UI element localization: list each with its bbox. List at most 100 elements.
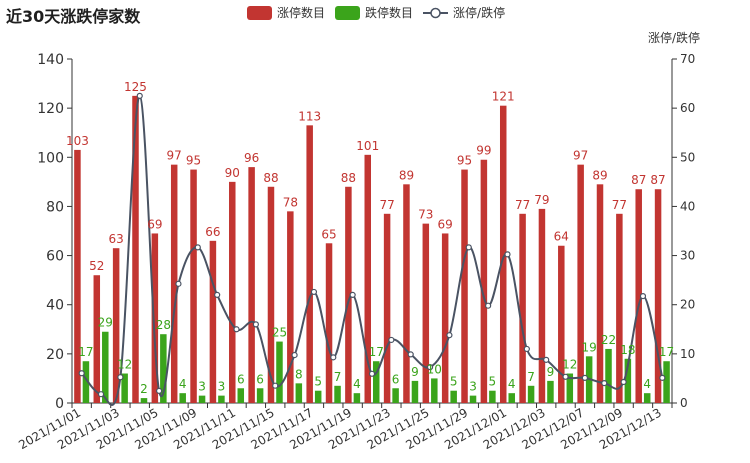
bar-limit-up xyxy=(480,159,488,403)
bar-limit-down xyxy=(198,395,206,403)
left-y-tick-label: 140 xyxy=(37,52,64,68)
data-label-limit-up: 63 xyxy=(108,232,123,246)
left-y-tick-label: 40 xyxy=(46,298,64,314)
ratio-point xyxy=(426,364,434,371)
right-y-tick-label: 70 xyxy=(680,52,695,66)
bar-limit-down xyxy=(392,388,399,403)
data-label-limit-down: 4 xyxy=(353,377,361,391)
bar-limit-down xyxy=(334,385,341,403)
bar-limit-up xyxy=(248,167,255,403)
data-label-limit-up: 77 xyxy=(515,198,530,212)
data-label-limit-up: 95 xyxy=(186,154,201,168)
bar-limit-down xyxy=(489,390,496,403)
legend-item-limit-down[interactable]: 跌停数目 xyxy=(335,4,413,21)
data-label-limit-down: 22 xyxy=(601,333,616,347)
data-label-limit-up: 125 xyxy=(124,80,147,94)
bar-limit-up xyxy=(112,248,120,403)
ratio-point xyxy=(388,336,395,344)
data-label-limit-up: 95 xyxy=(457,154,472,168)
bar-limit-down xyxy=(605,348,612,403)
bar-limit-down xyxy=(411,380,419,403)
ratio-point xyxy=(543,356,550,363)
data-label-limit-down: 29 xyxy=(98,316,113,330)
bar-limit-down xyxy=(431,378,438,403)
bar-limit-up xyxy=(596,184,604,403)
data-labels-layer: 1031752296312125269289749536639069668825… xyxy=(66,80,674,396)
bar-limit-up xyxy=(422,223,430,403)
data-label-limit-up: 69 xyxy=(438,217,453,231)
bar-limit-down xyxy=(179,393,186,403)
bar-limit-up xyxy=(364,154,371,403)
data-label-limit-up: 66 xyxy=(205,225,220,239)
data-label-limit-up: 99 xyxy=(476,144,491,158)
data-label-limit-up: 97 xyxy=(573,149,588,163)
data-label-limit-down: 17 xyxy=(78,345,93,359)
ratio-point xyxy=(562,373,569,380)
right-y-tick-label: 0 xyxy=(680,396,688,410)
bar-limit-up xyxy=(306,125,313,403)
ratio-point xyxy=(659,374,666,381)
data-label-limit-down: 4 xyxy=(179,377,187,391)
data-label-limit-down: 9 xyxy=(411,365,419,379)
ratio-point xyxy=(446,332,453,339)
data-label-limit-down: 18 xyxy=(620,343,635,357)
ratio-point xyxy=(504,251,511,258)
chart-title: 近30天涨跌停家数 xyxy=(6,7,141,26)
data-label-limit-up: 101 xyxy=(356,139,379,153)
data-label-limit-up: 121 xyxy=(492,90,515,104)
data-label-limit-down: 7 xyxy=(527,370,535,384)
data-label-limit-up: 73 xyxy=(418,208,433,222)
bar-limit-up xyxy=(267,186,275,403)
bar-limit-up xyxy=(461,169,468,403)
data-label-limit-up: 64 xyxy=(554,230,569,244)
ratio-point xyxy=(465,244,472,251)
legend-item-limit-up[interactable]: 涨停数目 xyxy=(247,4,325,21)
ratio-point xyxy=(368,370,376,377)
bars-layer xyxy=(74,95,670,403)
legend-item-ratio[interactable]: 涨停/跌停 xyxy=(423,4,505,21)
bar-limit-down xyxy=(237,388,245,403)
legend-label-ratio: 涨停/跌停 xyxy=(453,6,506,20)
bar-limit-up xyxy=(616,213,623,403)
ratio-point xyxy=(310,288,318,296)
data-label-limit-down: 6 xyxy=(256,372,264,386)
data-label-limit-down: 2 xyxy=(140,382,148,396)
data-label-limit-down: 6 xyxy=(237,372,245,386)
data-label-limit-down: 3 xyxy=(198,380,206,394)
ratio-point xyxy=(155,387,163,395)
bar-limit-up xyxy=(519,213,526,403)
ratio-point xyxy=(97,391,105,398)
right-y-tick-label: 40 xyxy=(680,199,695,213)
data-label-limit-up: 77 xyxy=(379,198,394,212)
bar-limit-down xyxy=(102,331,109,403)
bar-limit-up xyxy=(441,233,449,403)
bar-limit-down xyxy=(140,398,148,403)
ratio-point xyxy=(272,382,279,389)
legend-swatch-ratio xyxy=(423,7,449,18)
legend-label-limit-down: 跌停数目 xyxy=(365,6,414,20)
data-label-limit-down: 6 xyxy=(392,372,400,386)
bar-limit-up xyxy=(558,245,565,403)
bar-limit-down xyxy=(314,390,322,403)
ratio-point xyxy=(252,321,259,328)
bar-limit-down xyxy=(566,373,574,403)
bar-limit-down xyxy=(547,380,554,403)
data-label-limit-up: 69 xyxy=(147,217,162,231)
ratio-point xyxy=(407,351,414,358)
data-label-limit-up: 52 xyxy=(89,259,104,273)
left-y-tick-label: 20 xyxy=(46,347,64,363)
data-label-limit-down: 5 xyxy=(314,375,322,389)
data-label-limit-up: 88 xyxy=(263,171,278,185)
data-label-limit-down: 12 xyxy=(117,358,132,372)
bar-limit-up xyxy=(190,169,197,403)
bar-limit-up xyxy=(209,240,217,403)
bar-limit-up xyxy=(499,105,507,403)
ratio-point xyxy=(214,291,221,298)
data-label-limit-down: 5 xyxy=(489,375,497,389)
right-axis-title: 涨停/跌停 xyxy=(648,30,700,45)
right-y-tick-label: 30 xyxy=(680,249,695,263)
ratio-point xyxy=(233,326,240,333)
bar-limit-up xyxy=(325,243,333,403)
data-label-limit-down: 17 xyxy=(659,345,674,359)
